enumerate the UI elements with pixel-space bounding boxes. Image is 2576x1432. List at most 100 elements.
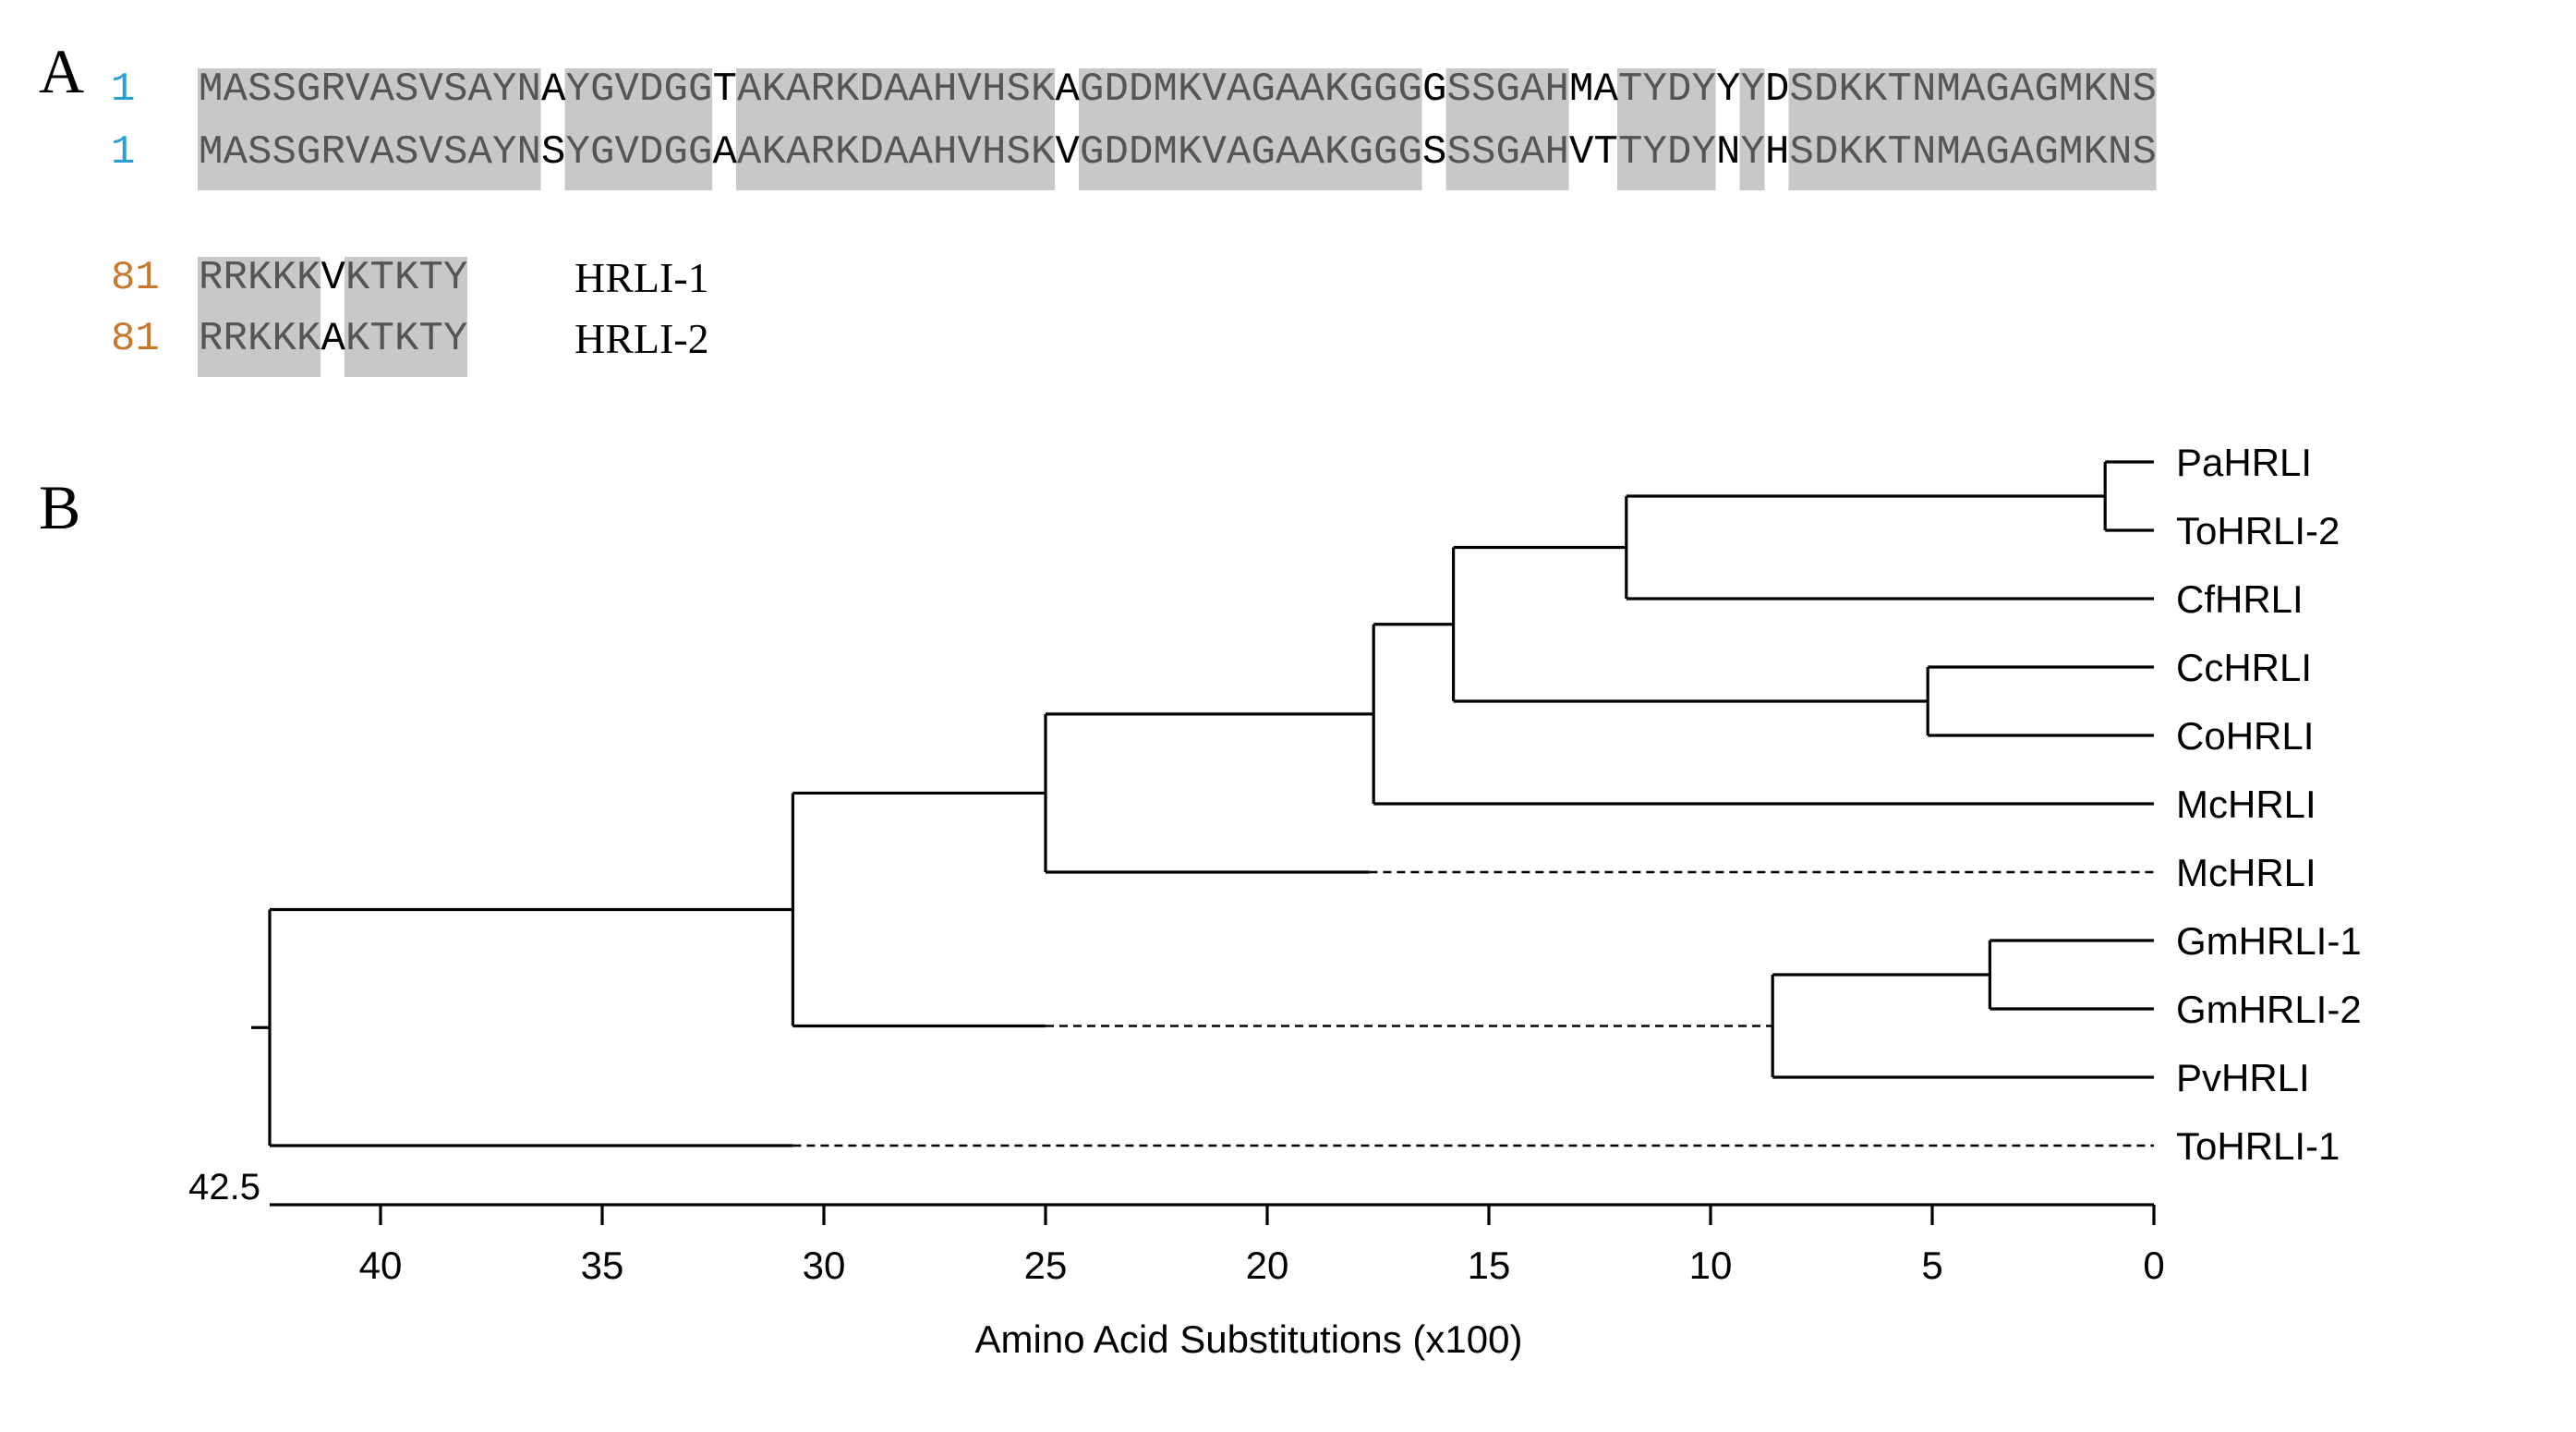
residue-identical: D [1129,67,1153,113]
residue-identical: G [688,67,712,113]
residue-variant: D [1765,67,1789,113]
sequence-start-number: 81 [111,255,160,301]
residue-identical: G [1252,67,1276,113]
axis-tick-label: 35 [581,1244,624,1287]
residue-identical: N [2108,67,2132,113]
residue-identical: H [982,129,1006,176]
axis-tick-label: 20 [1246,1244,1289,1287]
residue-identical: K [1863,67,1888,113]
identity-shade [2058,68,2084,190]
identity-shade [1445,68,1471,190]
residue-identical: D [639,67,663,113]
identity-shade [687,68,713,190]
identity-shade [1177,68,1203,190]
tree-leaf-label: GmHRLI-1 [2176,919,2362,963]
residue-identical: G [1080,67,1104,113]
residue-identical: K [1839,67,1864,113]
identity-shade [1079,68,1105,190]
residue-variant: T [1594,129,1618,176]
residue-identical: S [394,129,418,176]
residue-identical: G [296,129,320,176]
residue-identical: K [248,316,272,362]
residue-identical: Y [1741,67,1765,113]
identity-shade [1690,68,1716,190]
identity-shade [760,68,786,190]
residue-identical: K [1178,129,1203,176]
identity-shade [1005,68,1031,190]
residue-identical: R [321,129,345,176]
panel-b-phylogenetic-tree: B PaHRLI ToHRLI-2 CfHRLI CcHRLI CoHRLI McHRLI… [39,441,2362,1361]
residue-identical: K [1863,129,1888,176]
residue-identical: G [1080,129,1104,176]
residue-identical: H [933,129,957,176]
tree-branches [251,460,2154,1147]
residue-identical: S [248,129,272,176]
residue-identical: G [1373,129,1397,176]
axis-tick-label: 30 [803,1244,846,1287]
residue-identical: A [737,67,762,113]
identity-shade [417,257,443,377]
residue-identical: S [443,67,467,113]
identity-shade [1641,68,1667,190]
residue-identical: K [762,67,787,113]
residue-identical: A [1961,129,1986,176]
identity-shade [564,68,590,190]
residue-identical: G [688,129,712,176]
residue-identical: A [1961,67,1986,113]
residue-identical: H [1545,129,1569,176]
identity-shade [613,68,639,190]
residue-identical: K [835,67,860,113]
identity-shade [1299,68,1324,190]
residue-identical: S [1790,67,1814,113]
identity-shade [1324,68,1349,190]
residue-identical: H [1545,67,1569,113]
residue-variant: A [541,67,566,113]
residue-identical: R [811,67,835,113]
identity-shade [2009,68,2035,190]
identity-shade [2082,68,2108,190]
axis-tick-label: 5 [1921,1244,1942,1287]
residue-variant: A [713,129,738,176]
identity-shade [981,68,1007,190]
residue-identical: N [2108,129,2132,176]
identity-shade [417,68,443,190]
residue-identical: Y [492,67,516,113]
residue-identical: Y [1643,67,1667,113]
residue-identical: D [1814,129,1838,176]
residue-identical: N [1912,129,1936,176]
residue-identical: D [1814,67,1838,113]
residue-identical: A [1520,67,1545,113]
residue-identical: G [1349,67,1373,113]
tree-leaf-labels: PaHRLI ToHRLI-2 CfHRLI CcHRLI CoHRLI McHRLI Mc… [2176,441,2362,1168]
residue-identical: G [1398,129,1422,176]
residue-identical: V [958,129,983,176]
identity-shade [2107,68,2133,190]
identity-shade [1837,68,1863,190]
residue-identical: S [1447,67,1471,113]
residue-identical: A [2010,67,2035,113]
residue-identical: K [2084,129,2109,176]
identity-shade [320,68,345,190]
identity-shade [589,68,615,190]
identity-shade [1617,68,1643,190]
tree-leaf-label: ToHRLI-2 [2176,509,2340,552]
identity-shade [1960,68,1986,190]
identity-shade [785,68,811,190]
identity-shade [345,68,370,190]
residue-identical: A [786,129,811,176]
residue-identical: M [2059,129,2083,176]
identity-shade [1030,68,1056,190]
residue-identical: G [1349,129,1373,176]
residue-identical: G [1986,129,2010,176]
residue-identical: M [1937,129,1961,176]
residue-identical: D [1105,67,1129,113]
residue-identical: A [224,129,248,176]
identity-shade [1103,68,1129,190]
residue-identical: V [419,67,444,113]
residue-identical: A [370,67,395,113]
axis-tick-label: 10 [1689,1244,1733,1287]
residue-identical: D [860,129,884,176]
sequence-name: HRLI-1 [574,254,709,301]
residue-identical: V [1203,129,1228,176]
residue-identical: V [1203,67,1228,113]
